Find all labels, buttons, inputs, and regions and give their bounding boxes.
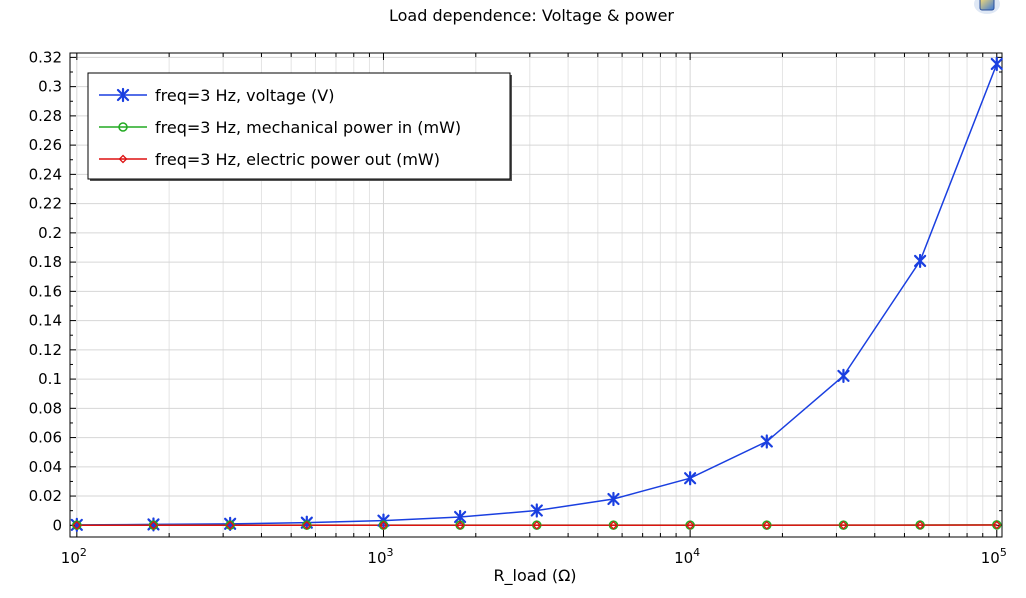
y-tick-label: 0.04 xyxy=(29,458,62,476)
data-point xyxy=(684,471,697,486)
y-tick-label: 0.3 xyxy=(38,78,62,96)
legend-box xyxy=(87,72,511,180)
data-point xyxy=(116,87,130,103)
x-tick-label: 103 xyxy=(367,546,393,567)
data-point xyxy=(760,434,773,449)
y-tick-label: 0.24 xyxy=(29,165,62,183)
y-tick-label: 0.06 xyxy=(29,429,62,447)
x-tick-label: 102 xyxy=(61,546,87,567)
data-point xyxy=(837,368,850,383)
axes: 0 0.02 0.04 0.06 0.08 0.1 0.12 0.14 0.16 0.18 0.2 0… xyxy=(29,48,1007,567)
chart-title: Load dependence: Voltage & power xyxy=(389,6,674,25)
data-point xyxy=(990,56,1003,72)
data-point xyxy=(118,154,128,164)
data-point xyxy=(455,520,465,530)
x-axis-label: R_load (Ω) xyxy=(493,566,577,585)
data-point xyxy=(118,122,128,132)
data-point xyxy=(225,520,235,530)
data-point xyxy=(607,491,620,507)
x-tick-label: 105 xyxy=(981,546,1007,567)
y-tick-label: 0.26 xyxy=(29,136,62,154)
data-point xyxy=(532,520,542,530)
y-tick-label: 0.02 xyxy=(29,487,62,505)
data-point xyxy=(72,520,82,530)
data-point xyxy=(762,520,772,530)
data-point xyxy=(839,520,848,530)
data-point xyxy=(302,520,312,530)
window-logo-icon[interactable] xyxy=(972,0,1002,16)
y-tick-label: 0.28 xyxy=(29,107,62,125)
x-tick-label: 104 xyxy=(674,546,700,567)
y-tick-label: 0.18 xyxy=(29,253,62,271)
data-point xyxy=(530,503,543,518)
y-tick-label: 0.1 xyxy=(38,370,62,388)
y-tick-label: 0.08 xyxy=(29,399,62,417)
data-point xyxy=(379,520,388,530)
y-tick-label: 0.16 xyxy=(29,282,62,300)
legend: freq=3 Hz, voltage (V) freq=3 Hz, mechani… xyxy=(87,72,512,181)
y-tick-label: 0.12 xyxy=(29,341,62,359)
legend-label: freq=3 Hz, electric power out (mW) xyxy=(155,150,440,169)
data-point xyxy=(914,253,927,269)
data-point xyxy=(149,520,158,530)
legend-label: freq=3 Hz, mechanical power in (mW) xyxy=(155,118,461,137)
series-layer xyxy=(70,56,1003,532)
y-tick-label: 0.14 xyxy=(29,312,62,330)
y-tick-label: 0.32 xyxy=(29,48,62,66)
data-point xyxy=(915,520,925,530)
axis-frame xyxy=(69,52,1003,538)
legend-label: freq=3 Hz, voltage (V) xyxy=(155,86,334,105)
data-point xyxy=(609,520,618,530)
y-tick-label: 0.2 xyxy=(38,224,62,242)
data-point xyxy=(992,520,1002,530)
y-tick-label: 0 xyxy=(52,516,62,534)
y-tick-label: 0.22 xyxy=(29,195,62,213)
data-point xyxy=(685,520,695,530)
